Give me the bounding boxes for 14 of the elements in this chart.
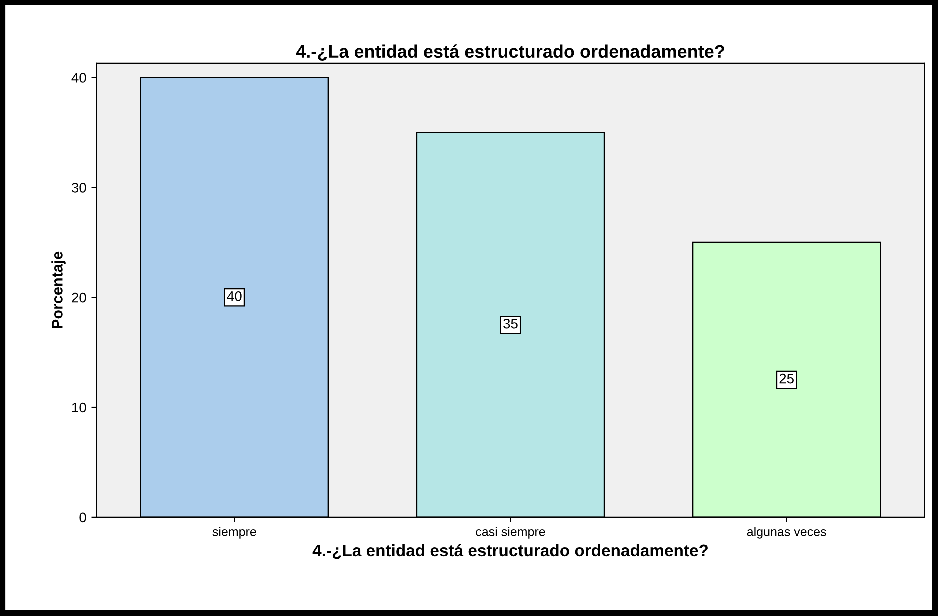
x-tick-label: algunas veces [747,527,826,539]
y-tick-label: 0 [80,512,86,523]
data-label: 40 [227,291,242,302]
y-axis-title: Porcentaje [52,252,66,328]
y-tick-label: 30 [72,183,86,193]
x-axis-title: 4.-¿La entidad está estructurado ordenadamente? [312,544,708,560]
y-tick-label: 10 [72,402,86,413]
x-tick-label: casi siempre [476,527,546,539]
y-tick-label: 40 [72,73,86,83]
y-tick-label: 20 [72,292,86,303]
data-label: 35 [504,318,518,329]
chart-title: 4.-¿La entidad está estructurado ordenadamente? [296,44,724,61]
data-label: 25 [780,374,794,384]
x-tick-label: siempre [212,527,256,539]
